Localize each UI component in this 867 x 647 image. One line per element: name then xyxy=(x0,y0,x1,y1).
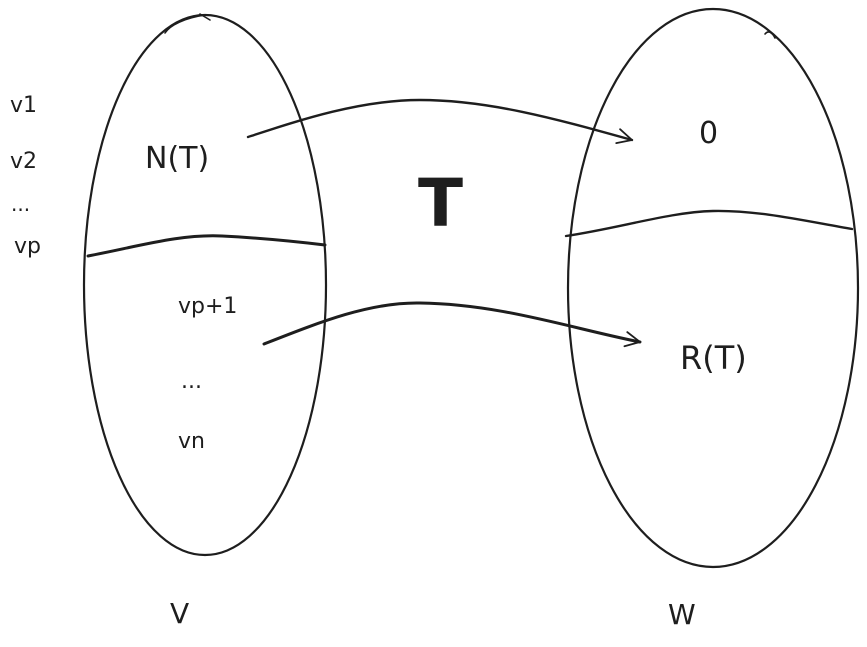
space-w-ellipse xyxy=(568,9,858,567)
basis-label-v1: v1 xyxy=(10,93,37,118)
range-label: R(T) xyxy=(680,339,747,377)
basis-label-vn: vn xyxy=(178,429,205,454)
map-label-t: T xyxy=(418,165,463,242)
space-w-divider xyxy=(566,211,852,236)
basis-label-ellipsis-inside: ... xyxy=(181,369,202,394)
space-v-label: V xyxy=(170,597,189,630)
space-w-label: W xyxy=(668,598,696,631)
basis-label-ellipsis-outside: ... xyxy=(11,192,30,216)
space-v-ellipse xyxy=(84,15,326,555)
basis-label-v2: v2 xyxy=(10,149,37,174)
complement-to-range-arrow xyxy=(264,303,640,344)
zero-label: 0 xyxy=(699,116,718,151)
kernel-label: N(T) xyxy=(145,141,209,176)
basis-label-vp: vp xyxy=(14,234,41,259)
space-w-ellipse-accent xyxy=(765,32,775,38)
basis-label-vp-plus-1: vp+1 xyxy=(178,294,237,319)
space-v-divider xyxy=(88,236,325,256)
